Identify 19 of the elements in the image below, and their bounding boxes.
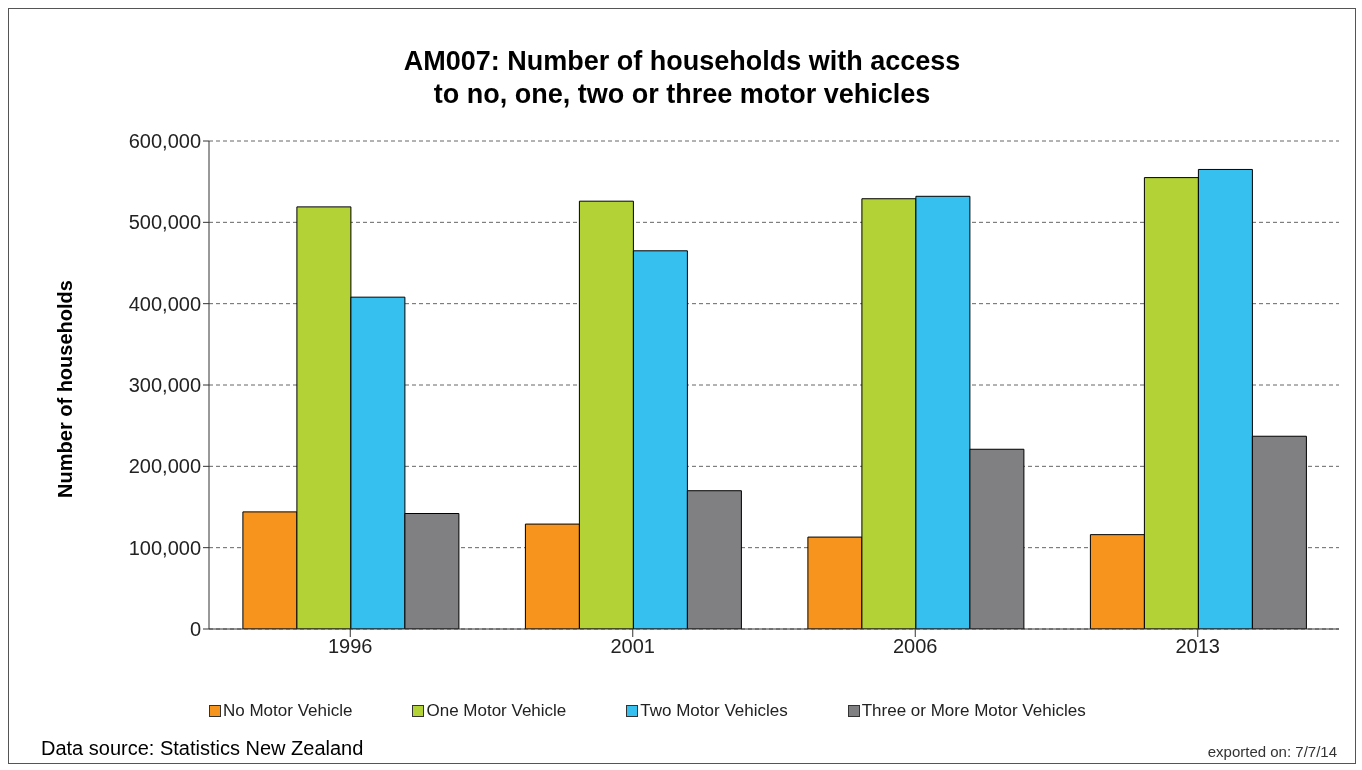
x-tick-label: 2013 (1175, 635, 1220, 658)
x-tick-label: 2001 (610, 635, 655, 658)
y-tick-label: 500,000 (128, 211, 201, 234)
y-tick-label: 300,000 (128, 374, 201, 397)
y-tick-label: 0 (189, 618, 201, 641)
text: exported on: 7/7/14 (1207, 743, 1337, 760)
legend-label: Two Motor Vehicles (640, 701, 788, 721)
y-tick-label: 400,000 (128, 292, 201, 315)
chart-title: AM007: Number of households with access to no, one, two or three motor vehicles (402, 45, 962, 111)
x-tick-label: 1996 (328, 635, 373, 658)
y-tick-label: 600,000 (128, 130, 201, 153)
legend-label: No Motor Vehicle (223, 701, 353, 721)
y-tick-label: 200,000 (128, 455, 201, 478)
legend-label: Three or More Motor Vehicles (861, 701, 1086, 721)
x-tick-label: 2006 (893, 635, 938, 658)
y-tick-label: 100,000 (128, 536, 201, 559)
y-axis-title: Number of households (53, 280, 77, 498)
legend-label: One Motor Vehicle (426, 701, 567, 721)
source-note: Data source: Statistics New Zealand (41, 737, 364, 760)
